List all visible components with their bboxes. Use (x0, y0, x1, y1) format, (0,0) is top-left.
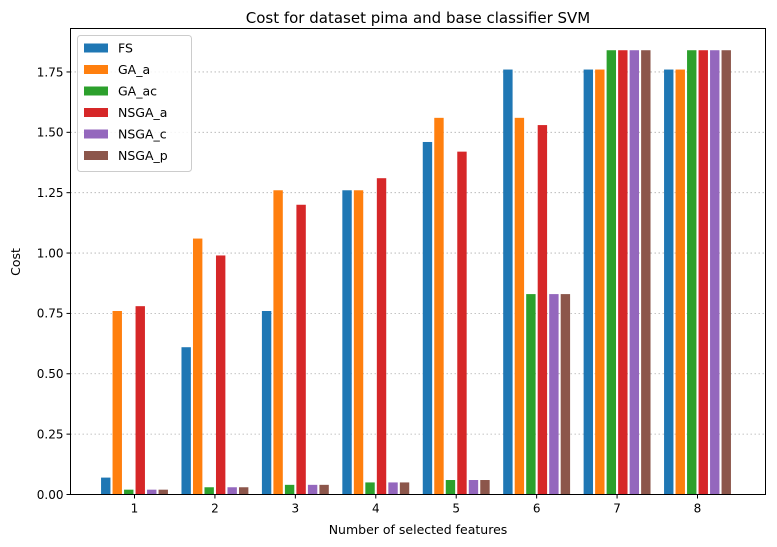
bar (158, 489, 168, 495)
bar (641, 50, 651, 495)
x-tick-label: 6 (533, 502, 541, 516)
y-axis: 0.00 0.25 0.50 0.75 1.00 1.25 1.50 1.75 (37, 65, 71, 502)
x-axis-label: Number of selected features (329, 522, 508, 537)
bar (112, 310, 122, 495)
bar (537, 125, 548, 495)
bar (560, 294, 571, 495)
bar (595, 69, 605, 495)
x-tick-label: 7 (613, 502, 621, 516)
bar (526, 294, 536, 495)
legend-swatch (84, 108, 108, 117)
bar (457, 151, 467, 495)
legend-swatch (84, 129, 108, 139)
bar (124, 489, 134, 495)
y-tick-label: 0.00 (37, 488, 64, 502)
bar (238, 487, 249, 495)
bar (388, 482, 398, 495)
y-tick-label: 0.75 (37, 307, 64, 321)
chart-title: Cost for dataset pima and base classifie… (246, 9, 591, 27)
legend-label: GA_a (118, 62, 150, 77)
y-tick-label: 0.25 (37, 427, 64, 441)
x-tick-label: 8 (694, 502, 702, 516)
bar (629, 50, 640, 495)
bar (147, 489, 157, 495)
bar (721, 50, 731, 495)
bar (296, 204, 306, 495)
y-axis-label: Cost (8, 248, 23, 276)
bar (606, 50, 617, 495)
bar (468, 480, 479, 495)
bar (227, 487, 237, 495)
bar (353, 190, 364, 495)
bar (319, 484, 329, 495)
bar (549, 294, 559, 495)
legend-label: GA_ac (118, 84, 157, 99)
bar (204, 487, 214, 495)
bar (376, 178, 387, 495)
bars (101, 50, 731, 495)
bar (675, 69, 685, 495)
legend-label: NSGA_c (118, 127, 167, 142)
y-tick-label: 1.75 (37, 65, 64, 79)
plot-frame (70, 28, 766, 495)
bar (434, 117, 444, 495)
bar (365, 482, 375, 495)
bar (101, 477, 111, 495)
x-tick-label: 3 (292, 502, 300, 516)
bar (399, 482, 410, 495)
bar (618, 50, 628, 495)
bar (215, 255, 226, 495)
bar (135, 306, 145, 495)
legend-label: NSGA_p (118, 148, 168, 163)
bar (284, 484, 295, 495)
legend-label: NSGA_a (118, 105, 167, 120)
bar (698, 50, 708, 495)
y-tick-label: 1.25 (37, 186, 64, 200)
y-tick-label: 1.50 (37, 126, 64, 140)
bar (514, 117, 525, 495)
legend: FS GA_a GA_ac NSGA_a NSGA_c NSGA_p (77, 35, 192, 172)
legend-label: FS (118, 41, 133, 56)
bar (583, 69, 594, 495)
legend-swatch (84, 151, 108, 160)
y-tick-label: 0.50 (37, 367, 64, 381)
legend-swatch (84, 86, 108, 96)
bar (307, 484, 318, 495)
bar (192, 238, 203, 495)
y-tick-label: 1.00 (37, 246, 64, 260)
bar (480, 480, 490, 495)
legend-swatch (84, 43, 108, 53)
x-tick-label: 4 (372, 502, 380, 516)
bar (273, 190, 283, 495)
bar (261, 310, 272, 495)
x-axis: 1 2 3 4 5 6 7 8 (131, 494, 702, 516)
x-tick-label: 2 (211, 502, 219, 516)
bar (445, 480, 456, 495)
x-tick-label: 5 (452, 502, 460, 516)
bar (710, 50, 720, 495)
bar (422, 141, 433, 495)
bar (503, 69, 513, 495)
x-tick-label: 1 (131, 502, 139, 516)
bar (342, 190, 352, 495)
legend-swatch (84, 65, 108, 74)
bar (181, 347, 191, 495)
bar (687, 50, 697, 495)
bar (664, 69, 674, 495)
